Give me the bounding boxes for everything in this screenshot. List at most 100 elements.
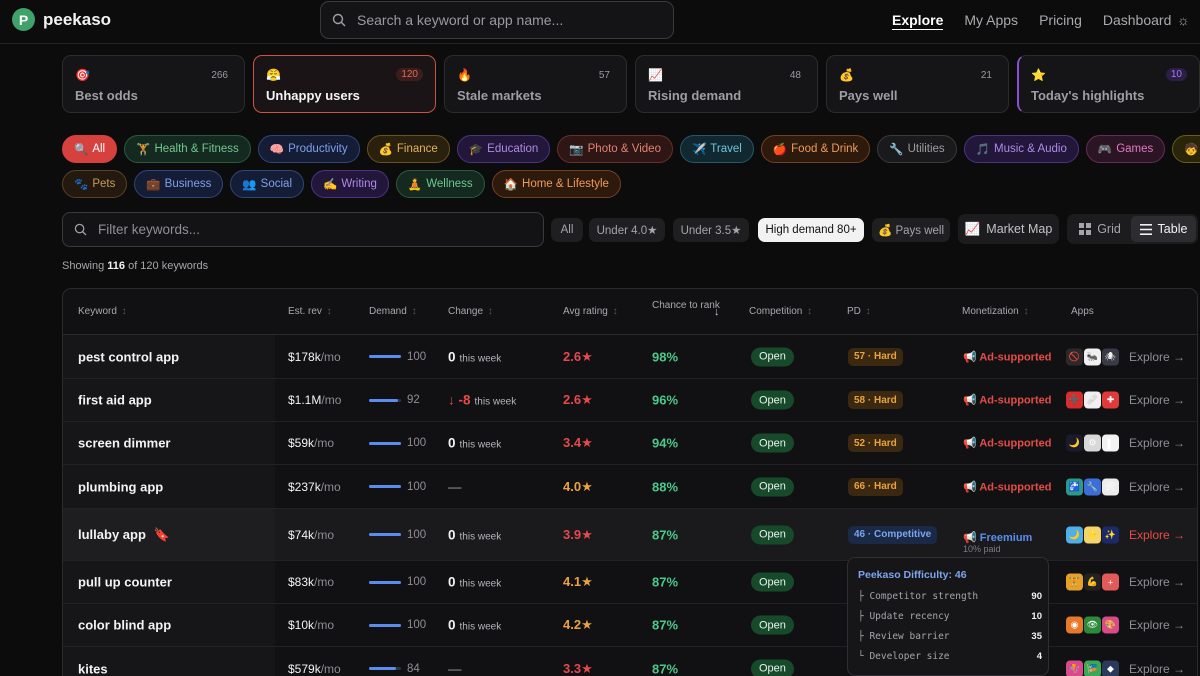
app-icon[interactable]: 🏋	[1066, 573, 1083, 591]
nav-explore[interactable]: Explore	[892, 12, 944, 30]
grid-view-button[interactable]: Grid	[1069, 216, 1131, 242]
app-icon[interactable]: ➕	[1066, 391, 1083, 409]
difficulty-badge[interactable]: 66 · Hard	[848, 477, 903, 496]
genre-chip-finance[interactable]: 💰 Finance	[366, 135, 450, 163]
explore-link[interactable]: Explore →	[1129, 618, 1186, 632]
app-icon[interactable]: ◉	[1066, 616, 1083, 634]
nav-my-apps[interactable]: My Apps	[964, 12, 1019, 28]
table-row[interactable]: kites $579k/mo 84 — 3.3★ 87% Open 🪁 🎏 ◆ Explore →	[63, 647, 1197, 676]
explore-link[interactable]: Explore →	[1129, 527, 1186, 542]
app-icon[interactable]: ✚	[1102, 391, 1119, 409]
category-card-unhappy-users[interactable]: 😤 120 Unhappy users	[253, 55, 436, 113]
app-icon[interactable]: ◆	[1102, 660, 1119, 676]
logo[interactable]: P peekaso	[12, 8, 111, 31]
genre-chip-health-fitness[interactable]: 🏋 Health & Fitness	[124, 135, 251, 163]
genre-chip-home-lifestyle[interactable]: 🏠 Home & Lifestyle	[491, 170, 621, 198]
genre-chip-food-drink[interactable]: 🍎 Food & Drink	[760, 135, 871, 163]
app-icon[interactable]: 👁	[1084, 616, 1101, 634]
category-card-rising-demand[interactable]: 📈 48 Rising demand	[635, 55, 818, 113]
table-row[interactable]: first aid app $1.1M/mo 92 ↓ -8 this week 2.6★…	[63, 379, 1197, 422]
explore-link[interactable]: Explore →	[1129, 349, 1186, 364]
table-row[interactable]: plumbing app $237k/mo 100 — 4.0★ 88% Open 66 · …	[63, 465, 1197, 509]
category-card-pays-well[interactable]: 💰 21 Pays well	[826, 55, 1009, 113]
app-icon[interactable]: 🌙	[1066, 434, 1083, 452]
explore-link[interactable]: Explore →	[1129, 393, 1186, 407]
table-view-button[interactable]: Table	[1131, 216, 1196, 242]
bookmark-icon[interactable]: 🔖	[153, 526, 171, 542]
column-header-competition[interactable]: Competition ↕	[749, 306, 812, 317]
app-icon[interactable]: ⚙	[1084, 434, 1101, 452]
explore-link[interactable]: Explore →	[1129, 479, 1186, 494]
quick-filter-3[interactable]: High demand 80+	[758, 218, 864, 242]
difficulty-badge[interactable]: 46 · Competitive	[848, 525, 938, 544]
keyword-name[interactable]: lullaby app 🔖	[78, 527, 170, 543]
keyword-name[interactable]: first aid app	[78, 393, 152, 408]
keyword-filter[interactable]	[62, 212, 544, 247]
app-icon[interactable]: 🚫	[1066, 348, 1083, 365]
genre-chip-kids[interactable]: 🧒Kids	[1172, 135, 1200, 163]
theme-toggle-icon[interactable]: ☼	[1177, 12, 1190, 28]
app-icon[interactable]: 🕷	[1102, 348, 1119, 365]
genre-chip-business[interactable]: 💼 Business	[134, 170, 224, 198]
app-icon[interactable]: 🚰	[1066, 478, 1083, 495]
difficulty-badge[interactable]: 57 · Hard	[848, 347, 903, 366]
app-icon[interactable]: ✨	[1102, 526, 1119, 543]
quick-filter-2[interactable]: Under 3.5★	[673, 218, 749, 242]
difficulty-badge[interactable]: 52 · Hard	[848, 434, 903, 452]
column-header-keyword[interactable]: Keyword ↕	[78, 306, 127, 317]
app-icon[interactable]: 🎏	[1084, 660, 1101, 676]
genre-chip-education[interactable]: 🎓 Education	[456, 135, 551, 163]
genre-chip-productivity[interactable]: 🧠 Productivity	[257, 135, 360, 163]
app-icon[interactable]: 🩹	[1084, 391, 1101, 409]
category-card-best-odds[interactable]: 🎯 266 Best odds	[62, 55, 245, 113]
column-header-apps[interactable]: Apps	[1071, 306, 1094, 317]
keyword-name[interactable]: plumbing app	[78, 479, 163, 494]
genre-chip-all[interactable]: 🔍 All	[62, 135, 118, 163]
quick-filter-0[interactable]: All	[551, 218, 583, 242]
keyword-filter-input[interactable]	[98, 222, 518, 237]
table-row[interactable]: pest control app $178k/mo 100 0 this week 2.6…	[63, 335, 1197, 379]
table-row[interactable]: screen dimmer $59k/mo 100 0 this week 3.4★ 94%…	[63, 422, 1197, 465]
nav-pricing[interactable]: Pricing	[1039, 12, 1082, 28]
difficulty-badge[interactable]: 58 · Hard	[848, 391, 903, 409]
genre-chip-wellness[interactable]: 🧘 Wellness	[395, 170, 485, 198]
category-card-stale-markets[interactable]: 🔥 57 Stale markets	[444, 55, 627, 113]
market-map-button[interactable]: 📈 Market Map	[958, 214, 1059, 244]
genre-chip-pets[interactable]: 🐾 Pets	[62, 170, 128, 198]
app-icon[interactable]: ▌	[1102, 434, 1119, 452]
genre-chip-social[interactable]: 👥 Social	[230, 170, 304, 198]
app-icon[interactable]: 🐜	[1084, 348, 1101, 365]
column-header-demand[interactable]: Demand ↕	[369, 306, 417, 317]
column-header-chance-to-rank[interactable]: Chance to rank ↓	[652, 299, 732, 318]
genre-chip-travel[interactable]: ✈️ Travel	[679, 135, 754, 163]
column-header-avg-rating[interactable]: Avg rating ↕	[563, 306, 618, 317]
app-icon[interactable]: 🛠	[1102, 478, 1119, 495]
column-header-est-rev[interactable]: Est. rev ↕	[288, 306, 332, 317]
column-header-monetization[interactable]: Monetization ↕	[962, 306, 1028, 317]
genre-chip-music-audio[interactable]: 🎵 Music & Audio	[963, 135, 1079, 163]
app-icon[interactable]: 🎨	[1102, 616, 1119, 634]
explore-link[interactable]: Explore →	[1129, 661, 1186, 676]
table-row[interactable]: color blind app $10k/mo 100 0 this week 4.2★ 8…	[63, 604, 1197, 647]
genre-chip-utilities[interactable]: 🔧 Utilities	[877, 135, 957, 163]
keyword-name[interactable]: color blind app	[78, 618, 171, 633]
nav-dashboard[interactable]: Dashboard	[1102, 12, 1172, 28]
genre-chip-photo-video[interactable]: 📷 Photo & Video	[557, 135, 673, 163]
category-card-today-s-highlights[interactable]: ⭐ 10 Today's highlights	[1017, 55, 1200, 113]
app-icon[interactable]: ⭐	[1084, 526, 1101, 543]
keyword-name[interactable]: pull up counter	[78, 575, 172, 590]
genre-chip-games[interactable]: 🎮 Games	[1085, 135, 1166, 163]
app-icon[interactable]: 🔧	[1084, 478, 1101, 495]
app-icon[interactable]: +	[1102, 573, 1119, 591]
explore-link[interactable]: Explore →	[1129, 436, 1186, 450]
keyword-name[interactable]: kites	[78, 661, 108, 676]
quick-filter-4[interactable]: 💰 Pays well	[872, 218, 950, 242]
column-header-pd[interactable]: PD ↕	[847, 306, 871, 317]
explore-link[interactable]: Explore →	[1129, 575, 1186, 589]
app-icon[interactable]: 🪁	[1066, 660, 1083, 676]
table-row[interactable]: pull up counter $83k/mo 100 0 this week 4.1★ 8…	[63, 561, 1197, 604]
global-search[interactable]	[320, 1, 674, 39]
table-row[interactable]: lullaby app 🔖 $74k/mo 100 0 this week 3.9★ 87% O…	[63, 509, 1197, 561]
quick-filter-1[interactable]: Under 4.0★	[589, 218, 665, 242]
column-header-change[interactable]: Change ↕	[448, 306, 493, 317]
